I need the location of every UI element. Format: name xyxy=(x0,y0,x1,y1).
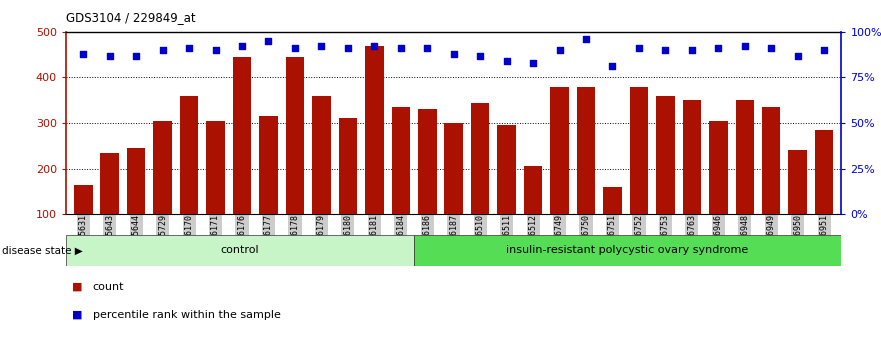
Point xyxy=(315,44,329,49)
Bar xyxy=(391,107,410,260)
Point xyxy=(764,45,778,51)
Text: count: count xyxy=(93,282,124,292)
Point xyxy=(685,47,699,53)
Point xyxy=(632,45,646,51)
Bar xyxy=(709,121,728,260)
Point xyxy=(182,45,196,51)
Bar xyxy=(285,57,304,260)
Bar xyxy=(444,123,463,260)
Bar xyxy=(338,119,357,260)
Point xyxy=(103,53,117,58)
Text: ■: ■ xyxy=(72,310,83,320)
Bar xyxy=(471,103,490,260)
Bar xyxy=(736,100,754,260)
Text: GDS3104 / 229849_at: GDS3104 / 229849_at xyxy=(66,11,196,24)
Bar xyxy=(312,96,330,260)
Point xyxy=(420,45,434,51)
Point xyxy=(235,44,249,49)
Bar xyxy=(413,235,841,266)
Bar xyxy=(74,184,93,260)
Bar xyxy=(100,153,119,260)
Point xyxy=(658,47,672,53)
Bar xyxy=(762,107,781,260)
Point xyxy=(394,45,408,51)
Bar xyxy=(603,187,622,260)
Bar xyxy=(577,86,596,260)
Point xyxy=(288,45,302,51)
Bar xyxy=(259,116,278,260)
Point xyxy=(605,64,619,69)
Point xyxy=(817,47,831,53)
Bar xyxy=(656,96,675,260)
Text: ■: ■ xyxy=(72,282,83,292)
Point xyxy=(130,53,144,58)
Bar xyxy=(365,46,383,260)
Text: percentile rank within the sample: percentile rank within the sample xyxy=(93,310,280,320)
Bar xyxy=(233,57,251,260)
Bar xyxy=(127,148,145,260)
Bar xyxy=(524,166,543,260)
Bar xyxy=(788,150,807,260)
Point xyxy=(156,47,170,53)
Bar xyxy=(683,100,701,260)
Point xyxy=(500,58,514,64)
Bar xyxy=(498,125,516,260)
Bar xyxy=(418,109,436,260)
Point xyxy=(77,51,91,57)
Bar xyxy=(815,130,833,260)
Point xyxy=(737,44,751,49)
Point xyxy=(262,38,276,44)
Point xyxy=(447,51,461,57)
Point xyxy=(579,36,593,42)
Text: control: control xyxy=(220,245,259,256)
Point xyxy=(790,53,804,58)
Bar xyxy=(551,86,569,260)
Point xyxy=(341,45,355,51)
Bar xyxy=(66,235,413,266)
Point xyxy=(473,53,487,58)
Bar xyxy=(206,121,225,260)
Point xyxy=(367,44,381,49)
Bar xyxy=(630,86,648,260)
Point xyxy=(711,45,725,51)
Bar xyxy=(180,96,198,260)
Point xyxy=(209,47,223,53)
Point xyxy=(526,60,540,66)
Text: insulin-resistant polycystic ovary syndrome: insulin-resistant polycystic ovary syndr… xyxy=(507,245,749,256)
Bar xyxy=(153,121,172,260)
Point xyxy=(552,47,566,53)
Text: disease state ▶: disease state ▶ xyxy=(2,245,83,256)
